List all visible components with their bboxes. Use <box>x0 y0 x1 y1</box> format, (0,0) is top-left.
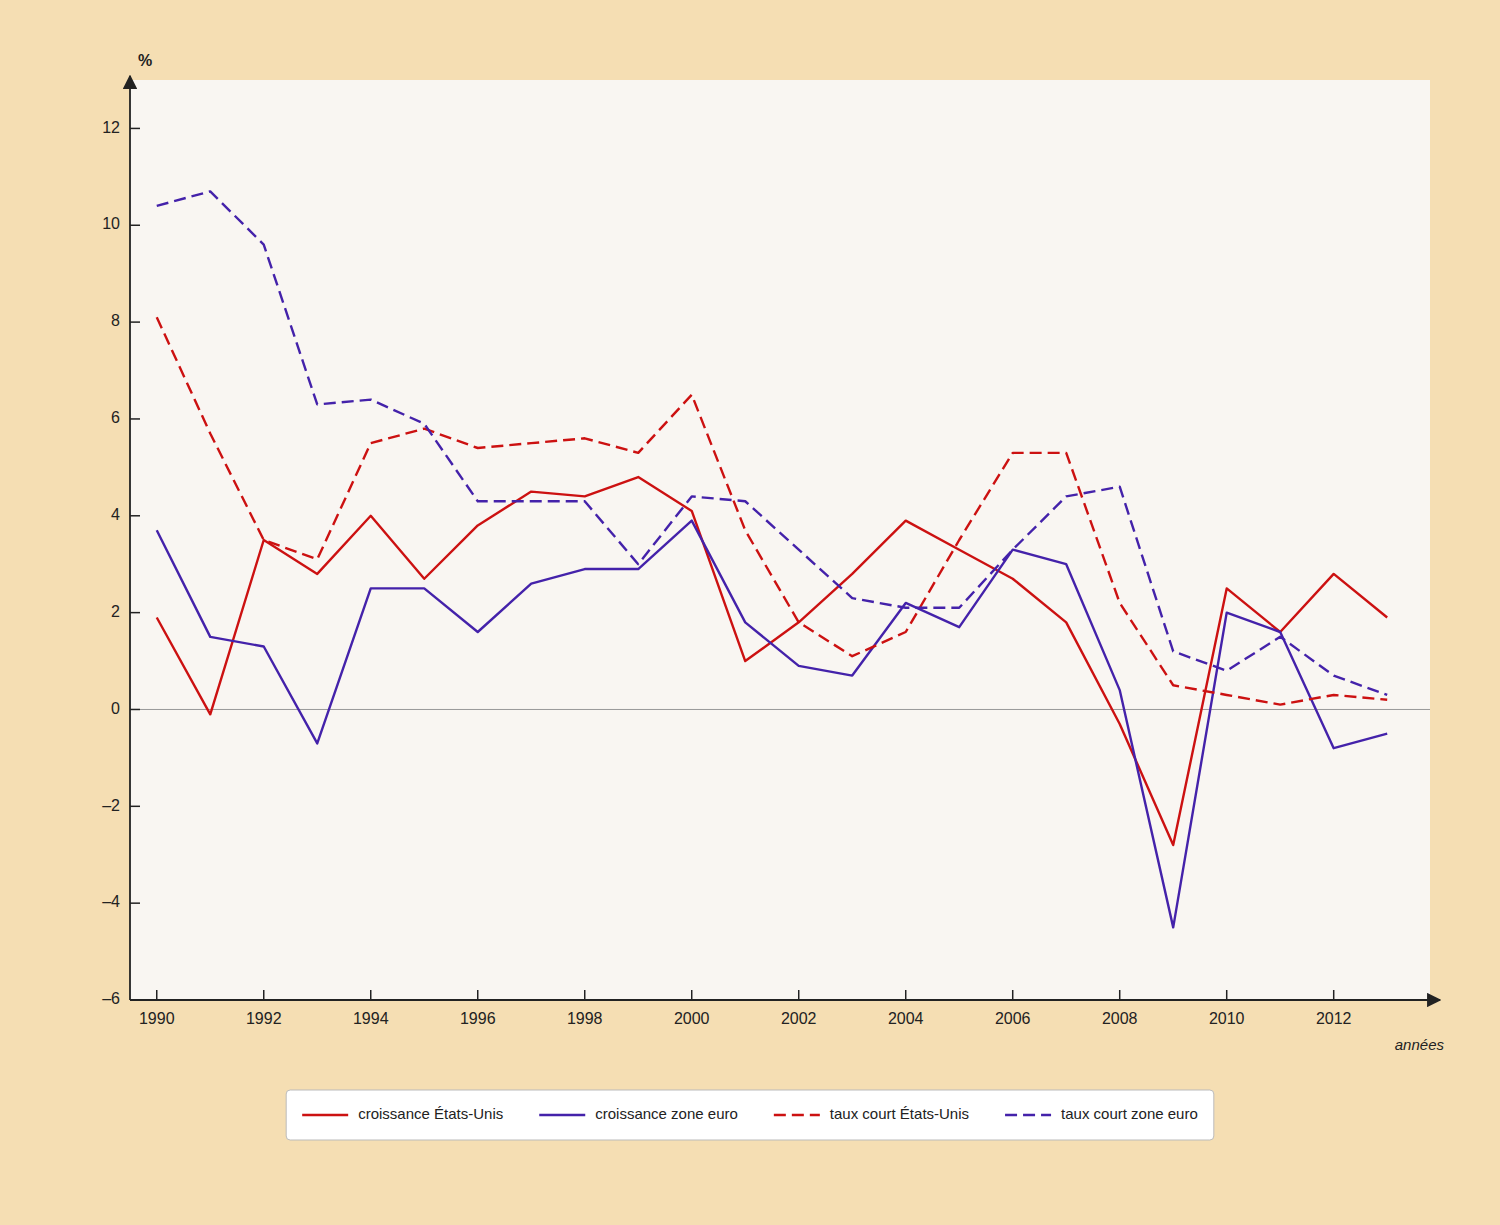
series-line <box>157 317 1387 704</box>
x-tick-label: 1998 <box>567 1010 603 1027</box>
legend-swatch <box>1005 1114 1051 1116</box>
y-tick-label: 12 <box>102 119 120 136</box>
y-tick-label: –2 <box>102 797 120 814</box>
y-tick <box>130 806 140 808</box>
legend-label: croissance États-Unis <box>358 1105 503 1122</box>
y-tick-label: 8 <box>111 312 120 329</box>
legend-label: taux court zone euro <box>1061 1105 1198 1122</box>
x-tick-label: 1990 <box>139 1010 175 1027</box>
x-tick <box>905 990 907 1000</box>
y-tick-label: 0 <box>111 700 120 717</box>
x-tick <box>1333 990 1335 1000</box>
x-tick <box>477 990 479 1000</box>
series-line <box>157 191 1387 695</box>
x-tick-label: 2010 <box>1209 1010 1245 1027</box>
y-tick <box>130 902 140 904</box>
x-tick <box>156 990 158 1000</box>
x-tick <box>263 990 265 1000</box>
legend-label: taux court États-Unis <box>830 1105 969 1122</box>
y-axis-line <box>129 76 131 1000</box>
lines <box>157 191 1387 927</box>
x-tick <box>1012 990 1014 1000</box>
y-tick <box>130 225 140 227</box>
axes: –6 –4 –2 0 2 4 6 8 10 12 1990 1992 1994 1996 1998 2000 2… <box>102 52 1444 1053</box>
x-tick-label: 2008 <box>1102 1010 1138 1027</box>
background <box>0 0 1500 1225</box>
legend: croissance États-Unis croissance zone eur… <box>286 1090 1214 1140</box>
x-tick <box>584 990 586 1000</box>
legend-frame <box>286 1090 1214 1140</box>
y-tick <box>130 999 140 1001</box>
y-tick-label: 6 <box>111 409 120 426</box>
y-tick <box>130 709 140 711</box>
x-tick <box>1226 990 1228 1000</box>
y-tick <box>130 321 140 323</box>
y-tick-label: –4 <box>102 893 120 910</box>
legend-swatch <box>302 1114 348 1116</box>
x-tick-label: 1994 <box>353 1010 389 1027</box>
x-tick-label: 2006 <box>995 1010 1031 1027</box>
y-tick <box>130 612 140 614</box>
x-tick <box>798 990 800 1000</box>
series-line <box>157 521 1387 928</box>
x-tick-label: 2002 <box>781 1010 817 1027</box>
x-tick <box>691 990 693 1000</box>
x-tick <box>1119 990 1121 1000</box>
zero-line <box>130 709 1430 710</box>
chart: –6 –4 –2 0 2 4 6 8 10 12 1990 1992 1994 1996 1998 2000 2… <box>0 0 1500 1225</box>
y-tick <box>130 128 140 130</box>
y-tick <box>130 418 140 420</box>
y-tick-label: 4 <box>111 506 120 523</box>
legend-swatch <box>539 1114 585 1116</box>
y-tick <box>130 515 140 517</box>
x-tick-label: 2000 <box>674 1010 710 1027</box>
x-tick <box>370 990 372 1000</box>
x-axis-label: années <box>1395 1036 1445 1053</box>
y-tick-label: 2 <box>111 603 120 620</box>
y-axis-label: % <box>138 52 152 69</box>
plot-background <box>130 80 1430 1000</box>
x-tick-label: 2004 <box>888 1010 924 1027</box>
x-axis-line <box>130 999 1440 1001</box>
x-tick-label: 1992 <box>246 1010 282 1027</box>
y-tick-label: 10 <box>102 215 120 232</box>
y-tick-label: –6 <box>102 990 120 1007</box>
x-tick-label: 2012 <box>1316 1010 1352 1027</box>
x-tick-label: 1996 <box>460 1010 496 1027</box>
legend-label: croissance zone euro <box>595 1105 738 1122</box>
legend-swatch <box>774 1114 820 1116</box>
